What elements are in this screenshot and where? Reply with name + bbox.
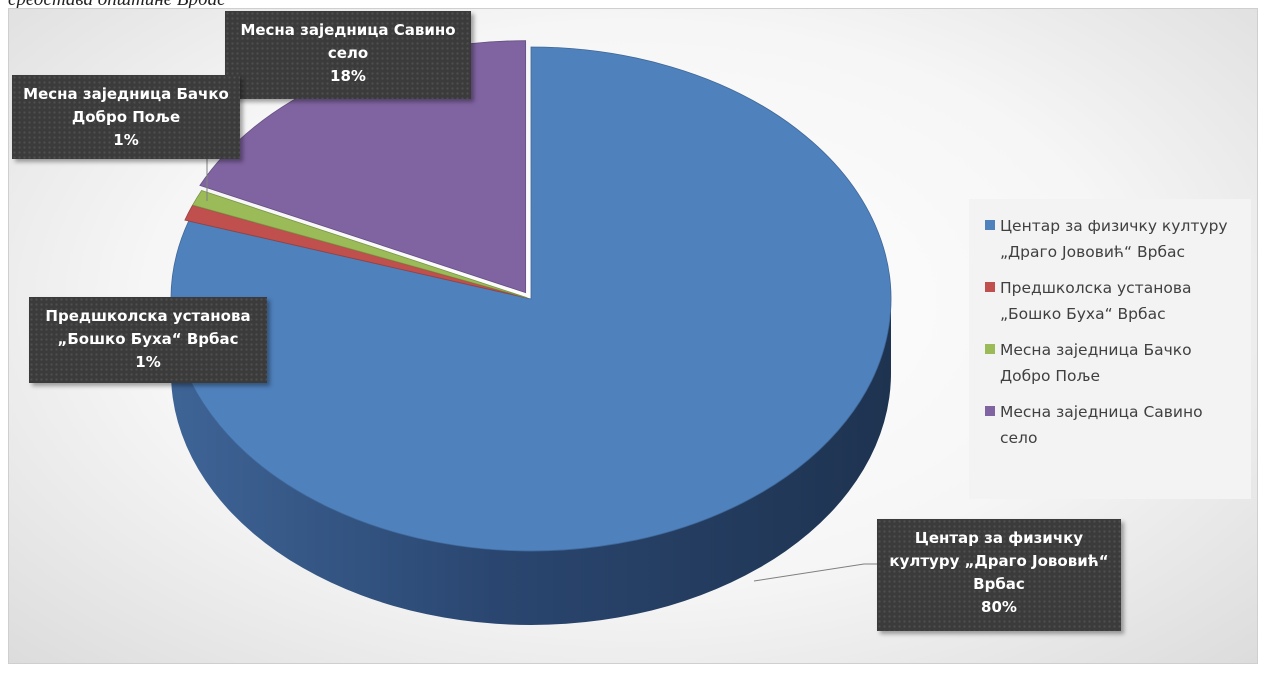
pie-slice-backo [192,190,528,299]
chart-area: Центар за физичку културу „Драго Јововић… [8,8,1258,664]
legend-item-savino: Месна заједница Савино село [985,399,1241,451]
data-label-backo-value: 1% [113,131,139,149]
legend-swatch-backo [985,344,995,354]
legend-label-centar: Центар за физичку културу „Драго Јововић… [1000,217,1228,261]
legend-label-predskolska: Предшколска установа „Бошко Буха“ Врбас [1000,279,1192,323]
data-label-predskolska: Предшколска установа „Бошко Буха“ Врбас … [29,297,267,383]
legend-item-backo: Месна заједница Бачко Добро Поље [985,337,1241,389]
data-label-centar: Центар за физичку културу „Драго Јововић… [877,519,1121,631]
figure-caption: средстава општине Врбас [8,0,1008,9]
legend-item-predskolska: Предшколска установа „Бошко Буха“ Врбас [985,275,1241,327]
chart-legend: Центар за физичку културу „Драго Јововић… [969,199,1251,499]
data-label-savino: Месна заједница Савино село 18% [225,11,471,99]
data-label-backo-name: Месна заједница Бачко Добро Поље [23,85,229,126]
data-label-savino-value: 18% [330,67,366,85]
pie-slice-centar [170,46,892,552]
pie-chart [170,40,892,625]
legend-label-backo: Месна заједница Бачко Добро Поље [1000,341,1192,385]
data-label-savino-name: Месна заједница Савино село [240,21,456,62]
pie-side-centar [171,299,891,625]
legend-swatch-predskolska [985,282,995,292]
legend-label-savino: Месна заједница Савино село [1000,403,1203,447]
data-label-centar-name: Центар за физичку културу „Драго Јововић… [889,529,1109,593]
data-label-predskolska-value: 1% [135,353,161,371]
data-label-backo: Месна заједница Бачко Добро Поље 1% [12,75,240,159]
data-label-predskolska-name: Предшколска установа „Бошко Буха“ Врбас [45,307,251,348]
data-label-centar-value: 80% [981,598,1017,616]
legend-item-centar: Центар за физичку културу „Драго Јововић… [985,213,1241,265]
legend-swatch-savino [985,406,995,416]
legend-swatch-centar [985,220,995,230]
leader-line-centar [753,563,877,582]
